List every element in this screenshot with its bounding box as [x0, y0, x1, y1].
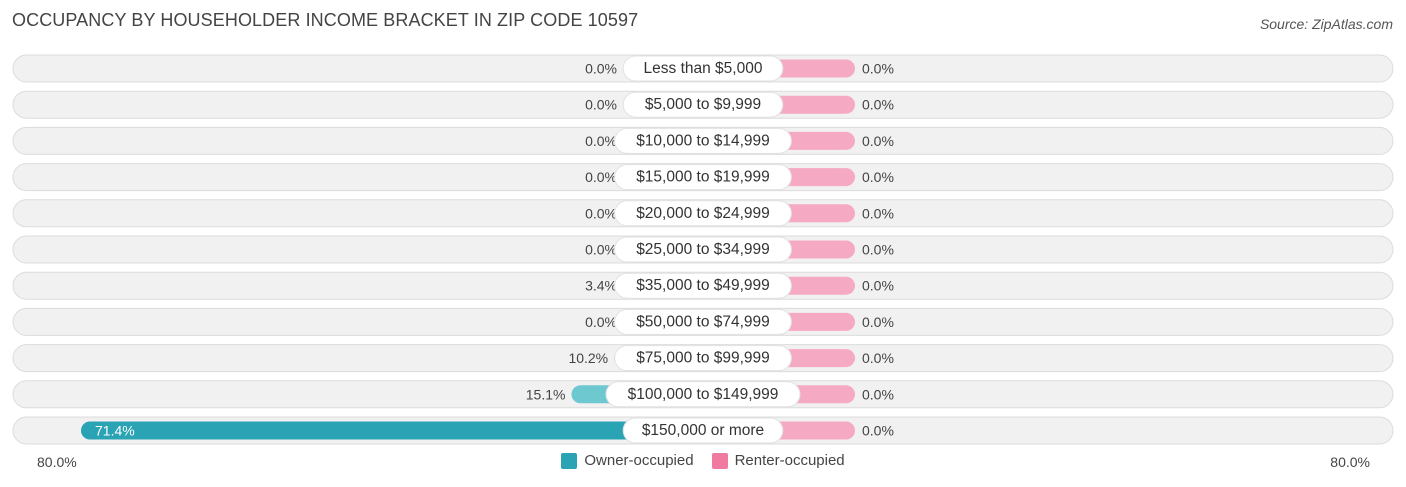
category-pill — [614, 272, 792, 299]
renter-value-label: 0.0% — [862, 386, 894, 402]
renter-value-label: 0.0% — [862, 169, 894, 185]
owner-value-label: 3.4% — [585, 278, 617, 294]
owner-value-label: 0.0% — [585, 61, 617, 77]
category-label: $50,000 to $74,999 — [636, 313, 770, 330]
renter-value-label: 0.0% — [862, 97, 894, 113]
chart-row: 0.0% 0.0% $5,000 to $9,999 — [12, 90, 1394, 119]
chart-row: 0.0% 0.0% $50,000 to $74,999 — [12, 307, 1394, 336]
category-pill — [614, 345, 792, 372]
chart-row: 3.4% 0.0% $35,000 to $49,999 — [12, 271, 1394, 300]
category-pill — [614, 200, 792, 227]
owner-value-label: 10.2% — [568, 350, 608, 366]
legend-owner-swatch — [561, 452, 578, 469]
category-pill — [622, 55, 784, 82]
owner-value-label: 0.0% — [585, 133, 617, 149]
renter-value-label: 0.0% — [862, 350, 894, 366]
category-label: $75,000 to $99,999 — [636, 350, 770, 367]
category-pill — [622, 91, 784, 118]
renter-value-label: 0.0% — [862, 61, 894, 77]
chart-row: 10.2% 0.0% $75,000 to $99,999 — [12, 344, 1394, 373]
category-label: $35,000 to $49,999 — [636, 277, 770, 294]
legend: Owner-occupied Renter-occupied — [0, 452, 1406, 469]
chart-row: 0.0% 0.0% $15,000 to $19,999 — [12, 163, 1394, 192]
chart-row: 0.0% 0.0% Less than $5,000 — [12, 54, 1394, 83]
renter-value-label: 0.0% — [862, 242, 894, 258]
chart-row: 71.4% 0.0% $150,000 or more — [12, 416, 1394, 445]
renter-value-label: 0.0% — [862, 278, 894, 294]
legend-renter-swatch — [711, 452, 728, 469]
category-label: $100,000 to $149,999 — [628, 386, 779, 403]
chart-row: 15.1% 0.0% $100,000 to $149,999 — [12, 380, 1394, 409]
chart-title: OCCUPANCY BY HOUSEHOLDER INCOME BRACKET … — [12, 10, 639, 30]
renter-value-label: 0.0% — [862, 205, 894, 221]
legend-renter-label: Renter-occupied — [734, 452, 845, 469]
chart-source: Source: ZipAtlas.com — [1259, 16, 1393, 32]
category-label: $150,000 or more — [642, 422, 764, 439]
owner-value-label: 0.0% — [585, 242, 617, 258]
owner-value-label: 71.4% — [95, 423, 135, 439]
category-label: $15,000 to $19,999 — [636, 169, 770, 186]
owner-value-label: 0.0% — [585, 97, 617, 113]
owner-value-label: 0.0% — [585, 314, 617, 330]
category-pill — [614, 127, 792, 154]
owner-value-label: 0.0% — [585, 205, 617, 221]
category-pill — [622, 417, 784, 444]
category-pill — [614, 236, 792, 263]
chart-canvas: 0.0% 0.0% Less than $5,000 0.0% 0.0% $5,000 t… — [12, 54, 1394, 445]
legend-owner: Owner-occupied — [561, 452, 694, 469]
legend-renter: Renter-occupied — [711, 452, 845, 469]
category-label: $20,000 to $24,999 — [636, 205, 770, 222]
chart-row: 0.0% 0.0% $20,000 to $24,999 — [12, 199, 1394, 228]
category-pill — [605, 381, 801, 408]
category-pill — [614, 308, 792, 335]
category-label: Less than $5,000 — [644, 60, 763, 77]
category-label: $25,000 to $34,999 — [636, 241, 770, 258]
category-label: $5,000 to $9,999 — [645, 96, 761, 113]
axis-left-label: 80.0% — [37, 454, 77, 470]
renter-value-label: 0.0% — [862, 314, 894, 330]
owner-bar — [81, 421, 703, 440]
renter-value-label: 0.0% — [862, 133, 894, 149]
owner-value-label: 15.1% — [526, 386, 566, 402]
legend-owner-label: Owner-occupied — [584, 452, 694, 469]
category-label: $10,000 to $14,999 — [636, 132, 770, 149]
chart-row: 0.0% 0.0% $10,000 to $14,999 — [12, 126, 1394, 155]
chart-row: 0.0% 0.0% $25,000 to $34,999 — [12, 235, 1394, 264]
category-pill — [614, 164, 792, 191]
owner-value-label: 0.0% — [585, 169, 617, 185]
renter-value-label: 0.0% — [862, 423, 894, 439]
axis-right-label: 80.0% — [1330, 454, 1370, 470]
